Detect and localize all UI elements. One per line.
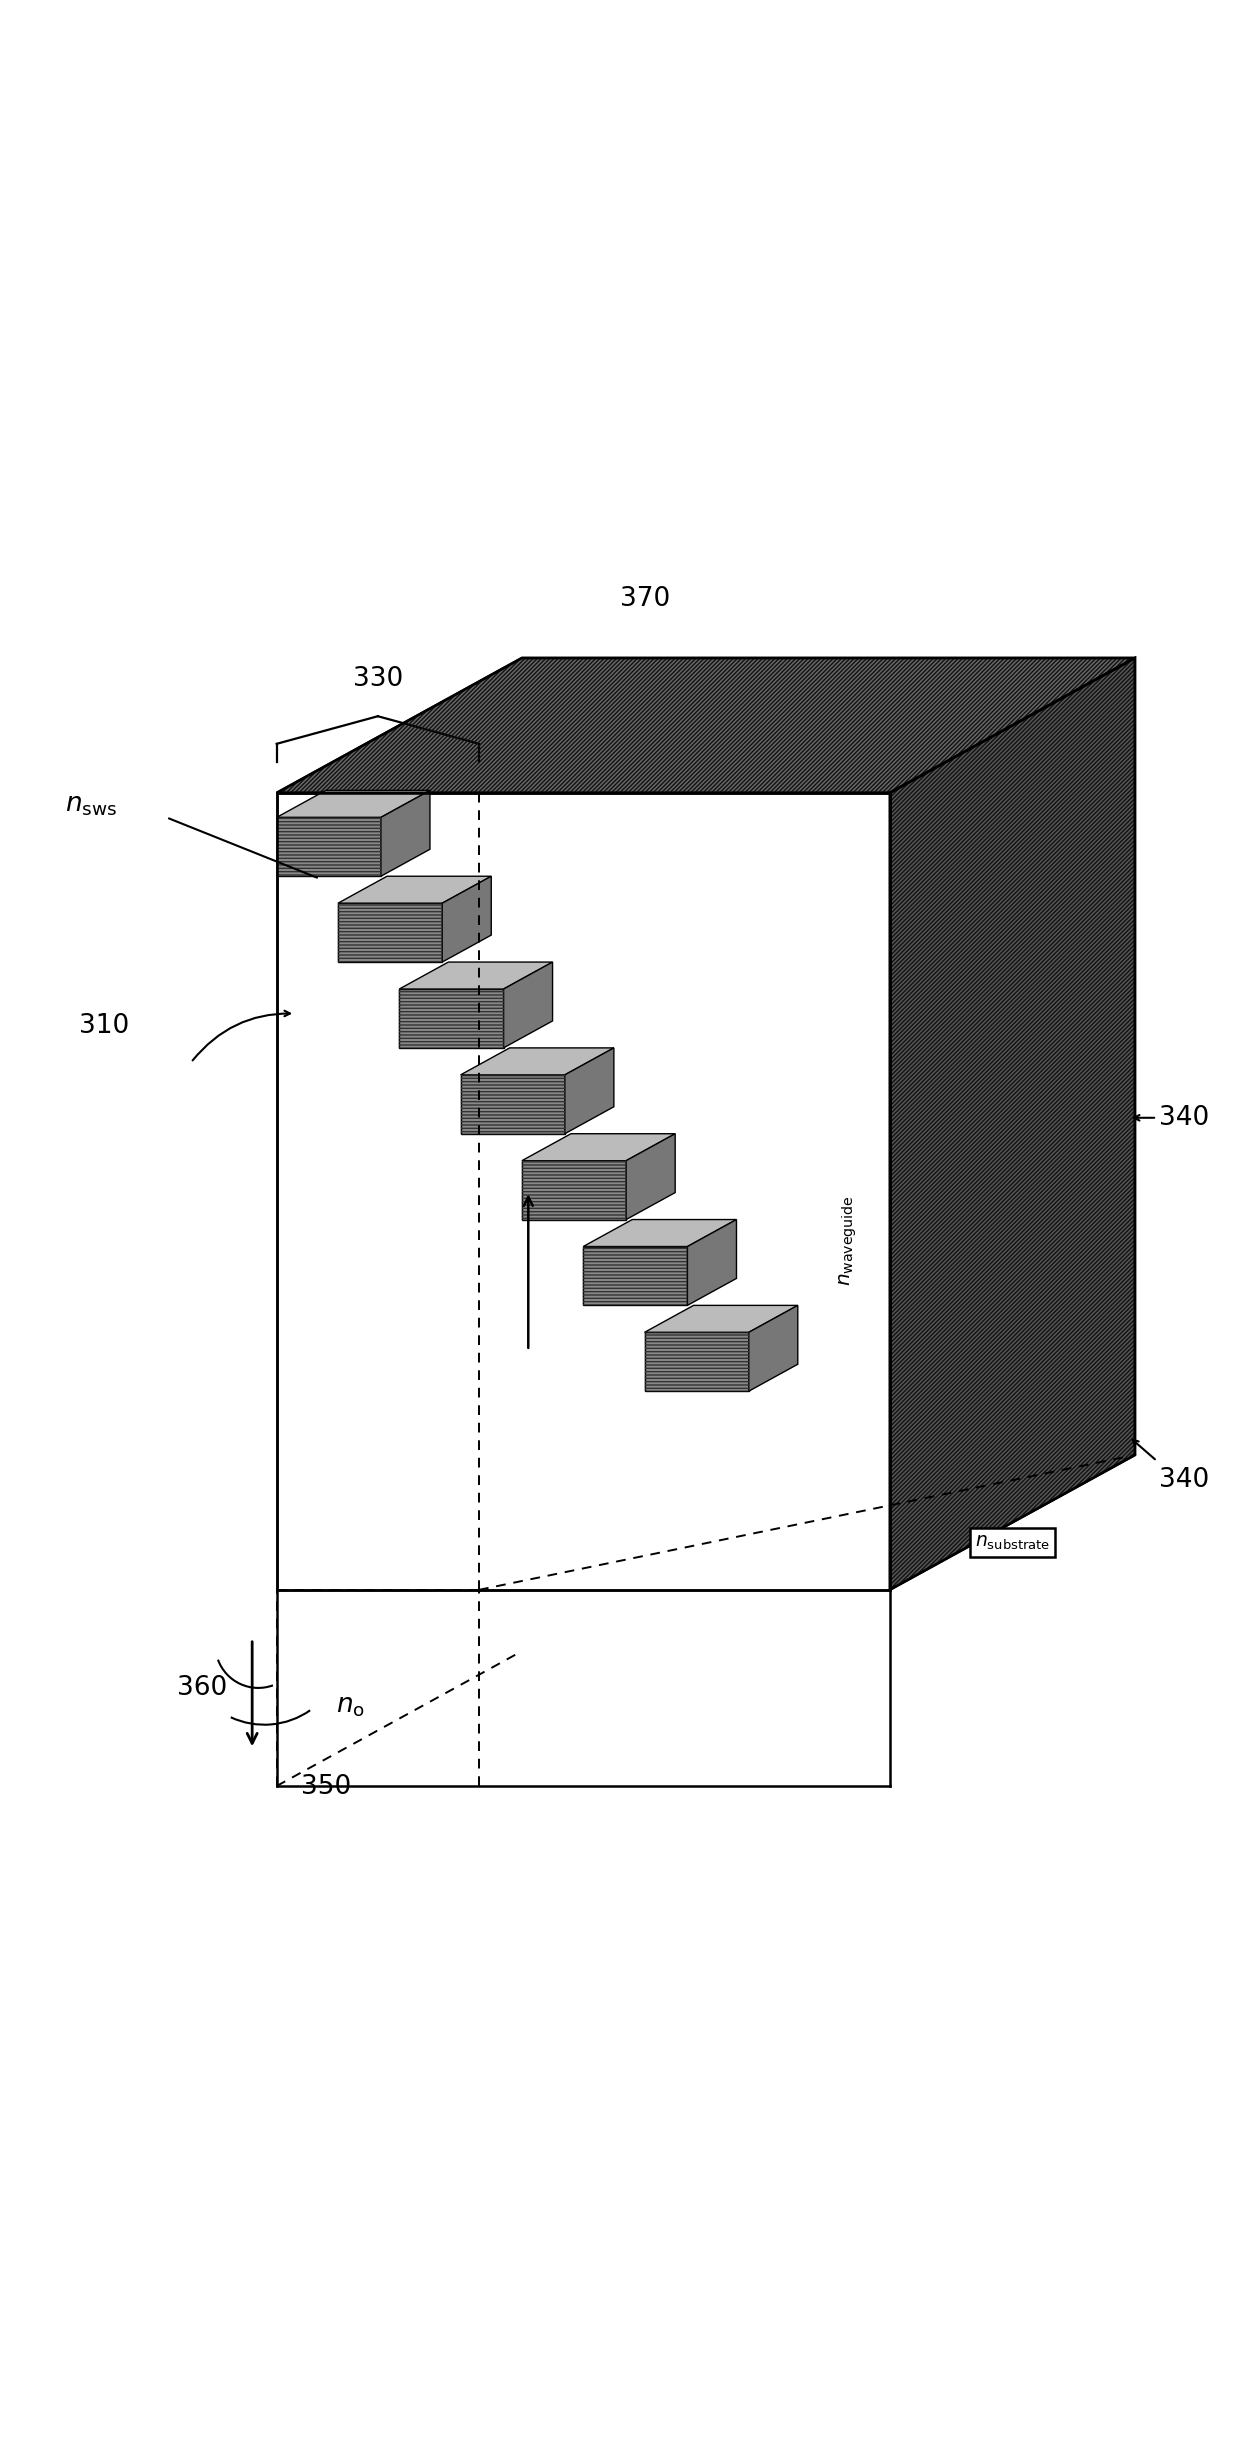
Text: 350: 350 (300, 1774, 351, 1799)
Text: 310: 310 (79, 1012, 129, 1039)
Polygon shape (277, 789, 430, 816)
Polygon shape (381, 789, 430, 877)
Text: $n_\mathregular{waveguide}$: $n_\mathregular{waveguide}$ (837, 1195, 859, 1286)
Polygon shape (503, 963, 553, 1048)
Text: 370: 370 (620, 587, 671, 611)
Polygon shape (399, 990, 503, 1048)
Polygon shape (645, 1305, 797, 1332)
Text: 340: 340 (1159, 1466, 1210, 1493)
Text: $n_\mathregular{o}$: $n_\mathregular{o}$ (336, 1694, 365, 1718)
Polygon shape (277, 657, 1135, 792)
Polygon shape (277, 792, 890, 1591)
Polygon shape (443, 877, 491, 963)
Polygon shape (583, 1246, 687, 1305)
Polygon shape (339, 877, 491, 904)
Polygon shape (645, 1332, 749, 1391)
Text: $n_\mathregular{substrate}$: $n_\mathregular{substrate}$ (975, 1532, 1050, 1552)
Polygon shape (399, 963, 553, 990)
Polygon shape (565, 1048, 614, 1134)
Polygon shape (626, 1134, 675, 1220)
Text: 340: 340 (1159, 1105, 1210, 1132)
Polygon shape (277, 816, 381, 877)
Text: 330: 330 (352, 667, 403, 692)
Polygon shape (339, 904, 443, 963)
Text: $n_\mathregular{sws}$: $n_\mathregular{sws}$ (66, 792, 118, 819)
Polygon shape (687, 1220, 737, 1305)
Polygon shape (522, 1134, 675, 1161)
Polygon shape (460, 1075, 565, 1134)
Polygon shape (583, 1220, 737, 1246)
Polygon shape (522, 1161, 626, 1220)
Text: 360: 360 (177, 1674, 228, 1701)
Polygon shape (890, 657, 1135, 1591)
Polygon shape (749, 1305, 797, 1391)
Polygon shape (460, 1048, 614, 1075)
